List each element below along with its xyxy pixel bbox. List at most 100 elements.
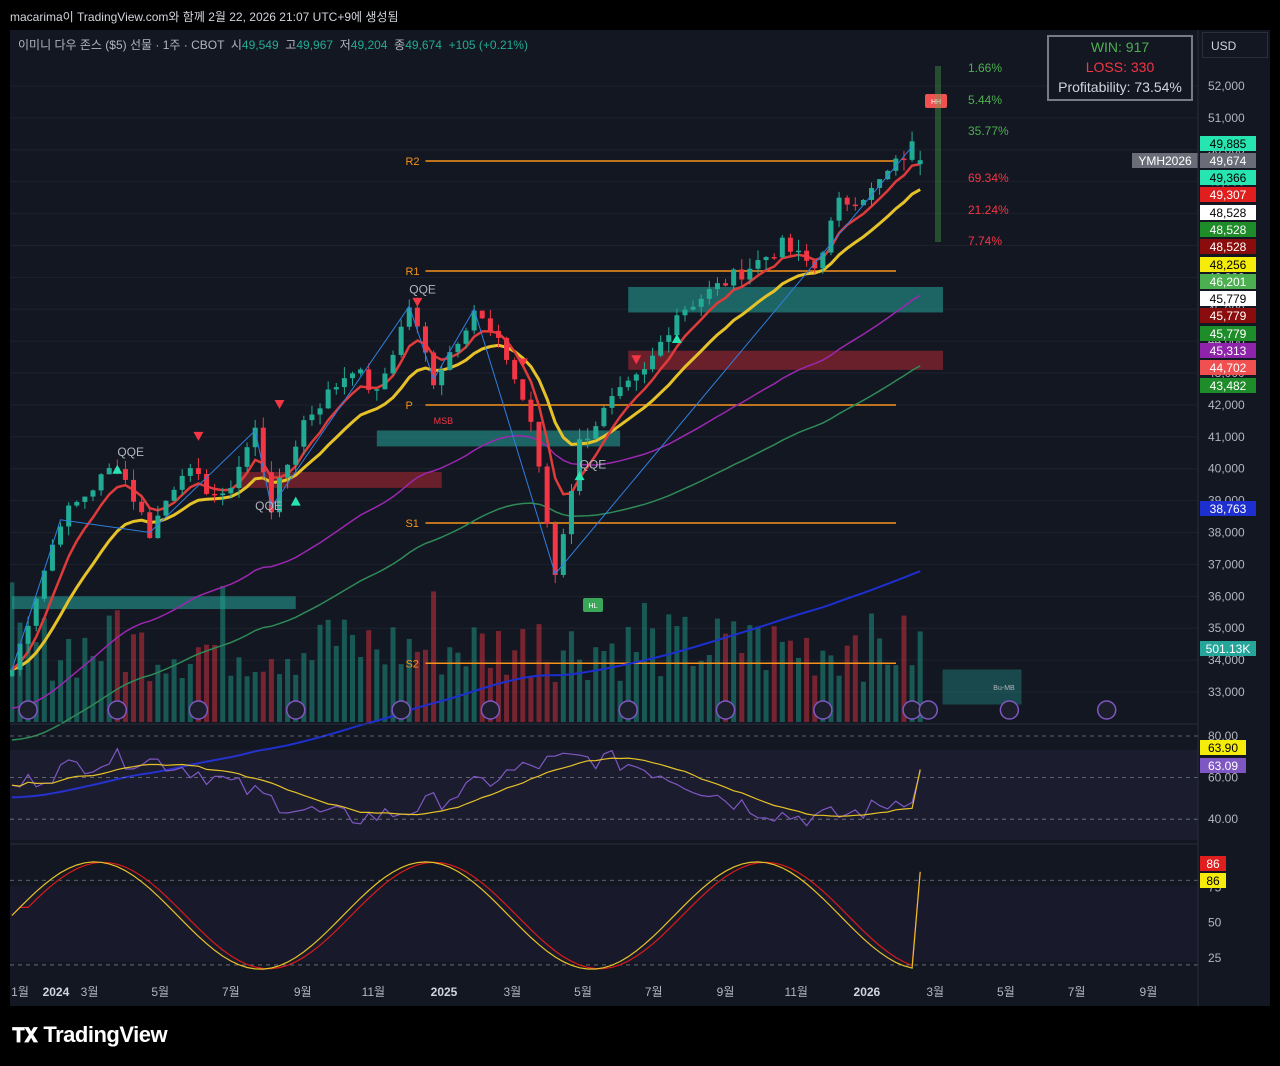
volume-bar: [90, 656, 96, 722]
volume-bar: [147, 681, 153, 722]
buy-signal-icon: [112, 464, 123, 474]
indicator-annotation: QQE: [580, 458, 607, 472]
volume-bar: [901, 615, 907, 722]
price-zone: [11, 596, 296, 610]
volume-bar: [495, 631, 501, 722]
sell-signal-icon: [274, 399, 285, 409]
candle-body: [187, 468, 193, 476]
tradingview-logo[interactable]: 𝐓𝐗 TradingView: [12, 1022, 168, 1048]
volume-bar: [536, 624, 542, 722]
volume-bar: [325, 619, 331, 722]
candle-body: [382, 373, 388, 390]
candle-body: [585, 438, 591, 441]
volume-bar: [520, 629, 526, 722]
volume-bar: [504, 674, 510, 722]
time-tick-label: 11월: [362, 985, 386, 999]
volume-bar: [577, 659, 583, 722]
volume-bar: [41, 618, 47, 722]
price-badge-label: 48,256: [1210, 258, 1247, 272]
volume-bar: [25, 629, 31, 722]
volume-bar: [617, 680, 623, 722]
volume-bar: [382, 664, 388, 722]
stoch-badge: [1200, 873, 1226, 888]
candle-body: [366, 369, 372, 390]
price-badge: [1200, 378, 1256, 393]
candle-body: [131, 479, 137, 502]
volume-bar: [787, 640, 793, 722]
sell-signal-icon: [412, 297, 423, 307]
stoch-badge: [1200, 856, 1226, 871]
chart-canvas[interactable]: 52,00051,00050,00049,00048,00047,00046,0…: [10, 30, 1270, 1006]
volume-bar: [674, 626, 680, 722]
bottom-bar: [0, 1006, 1280, 1066]
candle-body: [33, 598, 39, 626]
volume-bar: [836, 675, 842, 722]
volume-bar: [390, 627, 396, 722]
time-tick-label: 5월: [997, 985, 1015, 999]
time-tick-label: 11월: [784, 985, 808, 999]
candle-body: [471, 310, 477, 331]
event-icon: [18, 700, 38, 720]
volume-bar: [698, 660, 704, 722]
volume-bar: [723, 633, 729, 722]
volume-bar: [10, 582, 15, 722]
time-tick-label: 9월: [1140, 985, 1158, 999]
candle-body: [349, 373, 355, 379]
volume-bar: [398, 664, 404, 722]
symbol-badge-label: YMH2026: [1138, 154, 1192, 168]
volume-bar: [487, 667, 493, 722]
projection-target-label: 7.74%: [968, 234, 1002, 248]
price-badge-label: 48,528: [1210, 240, 1247, 254]
symbol-legend: 이미니 다우 존스 ($5) 선물 · 1주 · CBOT 시49,549 고4…: [18, 36, 528, 53]
candle-body: [690, 306, 696, 310]
price-tick-label: 52,000: [1208, 79, 1245, 93]
price-tick-label: 36,000: [1208, 589, 1245, 603]
candle-body: [358, 369, 364, 374]
candle-body: [893, 158, 899, 171]
candle-body: [714, 283, 720, 290]
event-icon: [999, 700, 1020, 720]
candle-body: [495, 330, 501, 338]
candle-body: [431, 352, 437, 386]
candle-body: [204, 474, 210, 494]
volume-bar: [228, 675, 234, 722]
volume-bar: [860, 681, 866, 722]
price-badge: [1200, 222, 1256, 237]
candle-body: [609, 396, 615, 408]
volume-bar: [706, 654, 712, 722]
candle-body: [593, 426, 599, 439]
volume-bar: [422, 649, 428, 722]
currency-button[interactable]: USD: [1202, 32, 1268, 58]
volume-bar: [333, 645, 339, 722]
close-label: 종: [394, 38, 406, 52]
event-icon: [902, 700, 922, 720]
indicator-annotation: QQE: [117, 445, 144, 459]
volume-bar: [301, 653, 307, 722]
rsi-band: [10, 750, 1198, 840]
price-badge: [1200, 187, 1256, 202]
price-badge-label: 49,885: [1210, 137, 1247, 151]
symbol-badge: [1132, 153, 1198, 168]
price-badge: [1200, 205, 1256, 220]
top-caption-bar: macarima이 TradingView.com와 함께 2월 22, 202…: [0, 0, 1280, 30]
candle-body: [641, 369, 647, 375]
time-tick-label: 7월: [222, 985, 240, 999]
volume-bar: [568, 631, 574, 722]
logo-text: TradingView: [43, 1022, 168, 1047]
candle-body: [252, 427, 258, 448]
volume-bar: [625, 626, 631, 722]
candle-body: [260, 427, 266, 473]
candle-body: [325, 389, 331, 409]
candle-body: [285, 464, 291, 478]
rsi-tick-label: 40.00: [1208, 812, 1238, 826]
volume-bar: [641, 602, 647, 722]
time-tick-label: 7월: [1068, 985, 1086, 999]
time-tick-label: 3월: [926, 985, 944, 999]
candle-body: [820, 252, 826, 269]
caption-text: macarima이 TradingView.com와 함께 2월 22, 202…: [10, 10, 399, 24]
candle-body: [682, 309, 688, 316]
candle-body: [739, 269, 745, 280]
rsi-tick-label: 80.00: [1208, 729, 1238, 743]
volume-bar: [98, 661, 104, 722]
open-label: 시: [230, 38, 242, 52]
